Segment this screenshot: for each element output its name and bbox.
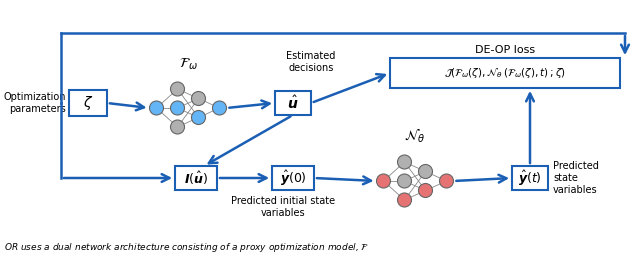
- Circle shape: [419, 183, 433, 198]
- Circle shape: [150, 101, 163, 115]
- FancyBboxPatch shape: [175, 166, 217, 190]
- Text: Predicted
state
variables: Predicted state variables: [553, 162, 599, 195]
- Text: $\hat{\boldsymbol{y}}(t)$: $\hat{\boldsymbol{y}}(t)$: [518, 168, 542, 188]
- Circle shape: [440, 174, 454, 188]
- Text: $\mathcal{J}(\mathcal{F}_\omega(\zeta),\mathcal{N}_\theta\,(\mathcal{F}_\omega(\: $\mathcal{J}(\mathcal{F}_\omega(\zeta),\…: [444, 66, 566, 80]
- Circle shape: [170, 120, 184, 134]
- FancyBboxPatch shape: [275, 91, 311, 115]
- Text: DE-OP loss: DE-OP loss: [475, 45, 535, 55]
- Circle shape: [376, 174, 390, 188]
- Text: Optimization
parameters: Optimization parameters: [3, 92, 66, 114]
- Text: Predicted initial state
variables: Predicted initial state variables: [231, 196, 335, 217]
- Text: Estimated
decisions: Estimated decisions: [286, 51, 336, 73]
- Circle shape: [191, 110, 205, 125]
- Text: $\hat{\boldsymbol{y}}(0)$: $\hat{\boldsymbol{y}}(0)$: [280, 168, 307, 188]
- FancyBboxPatch shape: [272, 166, 314, 190]
- Circle shape: [170, 82, 184, 96]
- Circle shape: [397, 155, 412, 169]
- FancyBboxPatch shape: [512, 166, 548, 190]
- Text: OR uses a dual network architecture consisting of a proxy optimization model, $\: OR uses a dual network architecture cons…: [4, 241, 369, 254]
- Circle shape: [397, 174, 412, 188]
- Circle shape: [419, 165, 433, 179]
- Circle shape: [170, 101, 184, 115]
- FancyBboxPatch shape: [390, 58, 620, 88]
- Text: $\boldsymbol{I}(\hat{\boldsymbol{u}})$: $\boldsymbol{I}(\hat{\boldsymbol{u}})$: [184, 170, 208, 187]
- Text: $\zeta$: $\zeta$: [83, 94, 93, 112]
- Circle shape: [212, 101, 227, 115]
- Text: $\mathcal{N}_\theta$: $\mathcal{N}_\theta$: [404, 127, 426, 145]
- Circle shape: [191, 92, 205, 106]
- Text: $\mathcal{F}_\omega$: $\mathcal{F}_\omega$: [179, 57, 198, 72]
- FancyBboxPatch shape: [69, 90, 107, 116]
- Circle shape: [397, 193, 412, 207]
- Text: $\hat{\boldsymbol{u}}$: $\hat{\boldsymbol{u}}$: [287, 94, 299, 112]
